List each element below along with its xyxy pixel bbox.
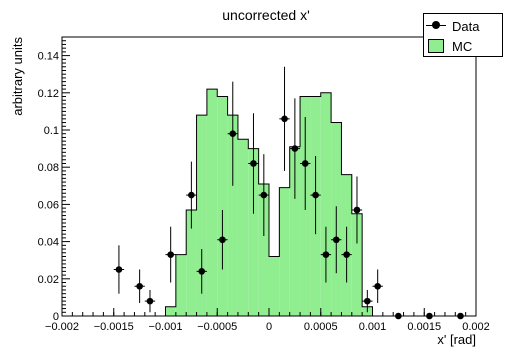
x-tick-label: 0.0015 bbox=[407, 321, 441, 333]
data-marker bbox=[457, 312, 464, 320]
data-point bbox=[341, 226, 352, 283]
y-tick-label: 0 bbox=[53, 311, 59, 323]
mc-bar bbox=[269, 256, 280, 316]
data-marker bbox=[167, 251, 174, 258]
y-tick-label: 0.02 bbox=[38, 274, 59, 286]
data-marker bbox=[353, 206, 361, 214]
data-point bbox=[279, 66, 290, 171]
y-tick-label: 0.06 bbox=[38, 199, 59, 211]
data-marker bbox=[343, 251, 350, 258]
x-tick-label: 0.0005 bbox=[304, 321, 338, 333]
mc-bar bbox=[289, 146, 301, 316]
y-tick-label: 0.1 bbox=[44, 125, 59, 137]
data-point bbox=[113, 245, 125, 294]
mc-bar bbox=[258, 183, 269, 316]
mc-bar bbox=[248, 148, 259, 316]
mc-bar bbox=[165, 306, 176, 316]
x-axis: −0.002 −0.0015 −0.001 −0.0005 0 0.0005 0.001 0.… bbox=[45, 308, 490, 333]
data-point bbox=[217, 209, 228, 270]
mc-bar bbox=[175, 254, 187, 316]
data-marker bbox=[364, 297, 371, 305]
x-tick-label: −0.001 bbox=[149, 321, 183, 333]
data-marker bbox=[229, 130, 237, 138]
mc-outline bbox=[165, 88, 373, 316]
data-marker bbox=[312, 191, 319, 199]
data-point bbox=[186, 161, 197, 229]
data-marker bbox=[281, 115, 288, 123]
x-axis-label: x' [rad] bbox=[437, 332, 476, 347]
data-marker bbox=[136, 282, 143, 290]
mc-bar bbox=[279, 187, 290, 316]
x-tick-label: −0.0015 bbox=[94, 321, 134, 333]
data-point bbox=[362, 289, 373, 313]
data-marker bbox=[115, 266, 123, 273]
legend-item-data: Data bbox=[424, 16, 502, 36]
x-tick-label: 0.002 bbox=[462, 321, 490, 333]
data-point bbox=[289, 98, 301, 199]
legend-item-mc: MC bbox=[424, 36, 502, 56]
data-marker bbox=[250, 160, 257, 167]
data-point bbox=[351, 176, 363, 244]
data-point bbox=[248, 113, 259, 214]
y-tick-label: 0.14 bbox=[38, 51, 59, 63]
mc-bar bbox=[237, 139, 249, 316]
data-point bbox=[331, 206, 342, 274]
data-point bbox=[258, 154, 269, 237]
mc-bar bbox=[186, 209, 197, 316]
data-marker bbox=[332, 236, 340, 244]
data-point bbox=[320, 226, 332, 283]
data-marker bbox=[322, 251, 330, 258]
mc-bar bbox=[320, 92, 332, 316]
mc-bar bbox=[196, 115, 207, 317]
x-tick-label: 0 bbox=[266, 321, 272, 333]
mc-histogram bbox=[165, 88, 373, 317]
data-point bbox=[144, 289, 156, 313]
legend-mc-label: MC bbox=[452, 38, 473, 54]
data-point bbox=[372, 269, 383, 303]
data-marker bbox=[426, 312, 433, 320]
legend: Data MC bbox=[423, 13, 503, 57]
data-marker bbox=[260, 191, 268, 199]
data-point bbox=[227, 81, 238, 186]
data-point bbox=[196, 249, 207, 294]
data-point bbox=[310, 156, 321, 235]
mc-bar bbox=[206, 89, 218, 316]
mc-fill-icon bbox=[426, 38, 446, 54]
data-marker bbox=[188, 191, 195, 199]
x-tick-label: −0.002 bbox=[45, 321, 79, 333]
legend-data-label: Data bbox=[452, 18, 480, 34]
data-marker bbox=[219, 236, 226, 244]
data-point bbox=[424, 312, 435, 320]
mc-bar bbox=[227, 115, 238, 317]
data-point bbox=[165, 226, 176, 283]
x-tick-label: −0.0005 bbox=[197, 321, 237, 333]
data-series bbox=[113, 66, 466, 320]
data-marker bbox=[374, 282, 381, 290]
y-axis-label: arbitrary units bbox=[10, 37, 25, 116]
data-marker bbox=[291, 145, 299, 152]
data-marker bbox=[198, 268, 206, 275]
y-axis: 0 0.02 0.04 0.06 0.08 0.1 0.12 0.14 bbox=[38, 36, 70, 323]
mc-bar bbox=[217, 96, 228, 317]
data-marker bbox=[395, 312, 402, 320]
x-tick-label: 0.001 bbox=[359, 321, 387, 333]
data-marker-icon bbox=[426, 18, 446, 34]
data-point bbox=[393, 312, 404, 320]
data-marker bbox=[301, 160, 309, 167]
y-tick-label: 0.08 bbox=[38, 162, 59, 174]
chart-title: uncorrected x' bbox=[222, 7, 310, 23]
data-point bbox=[134, 269, 145, 303]
data-marker bbox=[146, 297, 154, 305]
mc-bar bbox=[351, 213, 363, 316]
y-tick-label: 0.04 bbox=[38, 237, 59, 249]
y-tick-label: 0.12 bbox=[38, 88, 59, 100]
data-point bbox=[455, 312, 466, 320]
data-point bbox=[300, 116, 311, 210]
